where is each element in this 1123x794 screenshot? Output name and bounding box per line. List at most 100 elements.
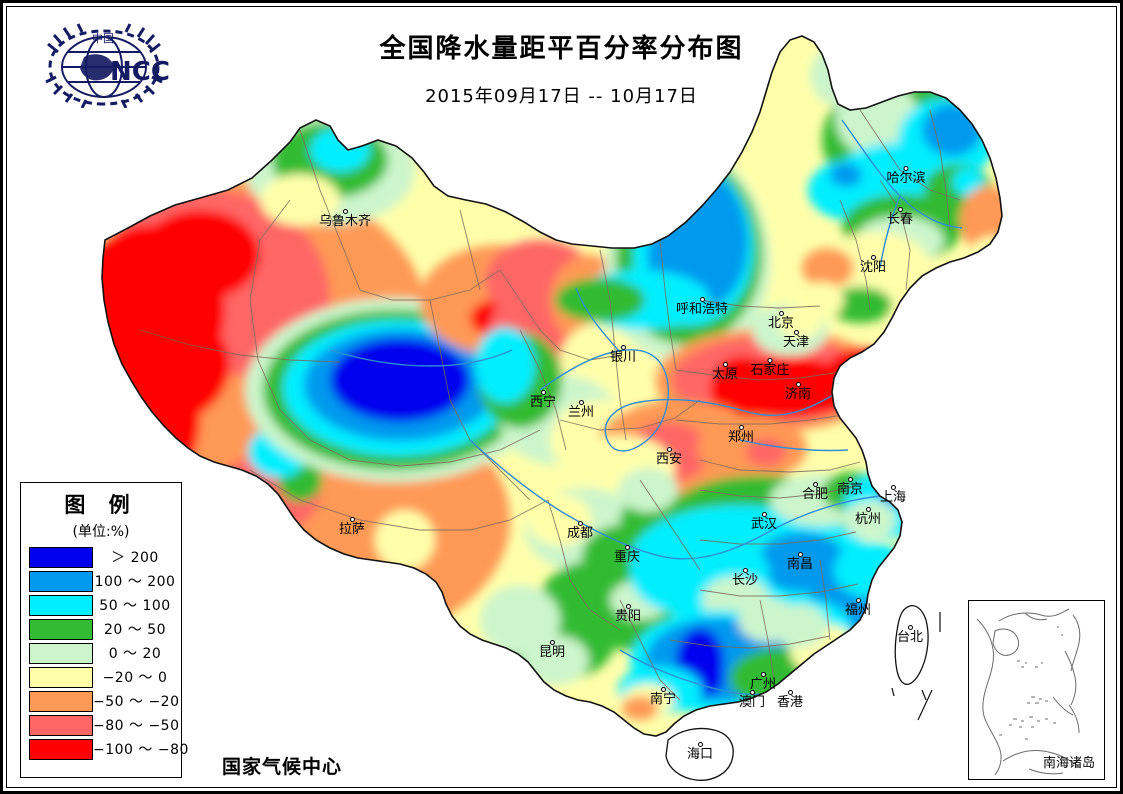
legend-swatch [29, 738, 93, 760]
city-marker-icon [625, 604, 631, 609]
city-name: 成都 [566, 526, 594, 541]
city-name: 太原 [711, 367, 739, 382]
city-name: 西安 [655, 452, 683, 467]
city-name: 南昌 [786, 557, 814, 572]
ncc-china-logo: 中国 NCC [36, 22, 172, 109]
city-marker-icon [793, 330, 799, 335]
page-title: 全国降水量距平百分率分布图 [379, 34, 744, 64]
city-marker-icon [795, 382, 801, 387]
city-marker-icon [897, 207, 903, 212]
city-label-澳门: 澳门 [739, 690, 765, 709]
legend-swatch [29, 666, 93, 688]
legend-row: −20 ～ 0 [25, 665, 177, 689]
city-label-贵阳: 贵阳 [615, 604, 641, 623]
city-marker-icon [760, 672, 766, 677]
city-marker-icon [540, 390, 546, 395]
city-marker-icon [342, 209, 348, 214]
city-name: 澳门 [738, 695, 766, 710]
city-marker-icon [666, 447, 672, 452]
city-name: 兰州 [567, 405, 595, 420]
city-name: 广州 [749, 677, 777, 692]
city-marker-icon [778, 311, 784, 316]
city-name: 北京 [767, 316, 795, 331]
city-marker-icon [578, 400, 584, 405]
legend-label: −80 ～ −50 [93, 718, 180, 734]
city-label-上海: 上海 [880, 485, 906, 504]
city-label-广州: 广州 [750, 672, 776, 691]
city-label-银川: 银川 [610, 345, 636, 364]
city-label-呼和浩特: 呼和浩特 [676, 297, 728, 316]
city-label-南昌: 南昌 [787, 552, 813, 571]
city-marker-icon [855, 598, 861, 603]
legend-title: 图 例 [64, 493, 138, 517]
city-label-太原: 太原 [712, 362, 738, 381]
legend-row: 50 ～ 100 [25, 593, 177, 617]
legend-label: 50 ～ 100 [99, 598, 171, 614]
city-marker-icon [870, 255, 876, 260]
city-name: 南宁 [649, 692, 677, 707]
legend-row: 20 ～ 50 [25, 617, 177, 641]
credit-text: 国家气候中心 [222, 756, 343, 778]
city-label-哈尔滨: 哈尔滨 [886, 166, 926, 186]
city-name: 南京 [836, 482, 864, 497]
page-subtitle: 2015年09月17日 -- 10月17日 [425, 86, 698, 107]
city-label-兰州: 兰州 [568, 400, 594, 419]
city-marker-icon [903, 166, 909, 171]
city-marker-icon [907, 625, 913, 630]
city-marker-icon [349, 517, 355, 522]
city-label-乌鲁木齐: 乌鲁木齐 [319, 209, 371, 228]
city-marker-icon [787, 690, 793, 695]
legend-swatch [29, 570, 93, 592]
city-name: 长春 [886, 212, 914, 227]
city-name: 福州 [844, 603, 872, 618]
city-label-西安: 西安 [656, 447, 682, 466]
city-name: 天津 [782, 335, 810, 350]
legend-row: −80 ～ −50 [25, 713, 180, 737]
legend-label: −50 ～ −20 [93, 694, 180, 710]
city-name: 沈阳 [859, 260, 887, 275]
city-marker-icon [577, 521, 583, 526]
legend-swatch [29, 618, 93, 640]
legend-label: 20 ～ 50 [103, 622, 167, 638]
city-marker-icon [742, 568, 748, 573]
city-label-石家庄: 石家庄 [750, 358, 790, 378]
city-name: 西宁 [529, 395, 557, 410]
legend-row: 0 ～ 20 [25, 641, 177, 665]
hainan-outline [665, 727, 734, 781]
city-marker-icon [847, 477, 853, 482]
legend-panel: 图 例 (单位:%) ＞ 200 100 ～ 200 50 ～ 100 20 ～ 50… [20, 482, 188, 778]
logo-text-cn: 中国 [92, 32, 114, 45]
city-name: 台北 [896, 630, 924, 645]
city-name: 哈尔滨 [886, 171, 926, 186]
legend-label: 100 ～ 200 [94, 574, 176, 590]
city-marker-icon [812, 482, 818, 487]
city-label-台北: 台北 [897, 625, 923, 644]
city-name: 呼和浩特 [675, 302, 729, 317]
city-marker-icon [865, 507, 871, 512]
province-boundaries [139, 109, 961, 701]
city-label-郑州: 郑州 [728, 425, 754, 444]
city-label-南京: 南京 [837, 477, 863, 496]
city-label-昆明: 昆明 [539, 640, 565, 659]
inset-label: 南海诸岛 [1043, 755, 1095, 771]
south-china-sea-inset: 南海诸岛 [968, 600, 1105, 780]
city-marker-icon [749, 690, 755, 695]
legend-row: −100 ～ −80 [25, 737, 188, 761]
city-label-长春: 长春 [887, 207, 913, 226]
city-label-杭州: 杭州 [855, 507, 881, 526]
legend-swatch [29, 594, 93, 616]
logo-text-en: NCC [110, 57, 170, 87]
city-label-北京: 北京 [768, 311, 794, 330]
city-label-西宁: 西宁 [530, 390, 556, 409]
city-label-济南: 济南 [785, 382, 811, 401]
city-name: 石家庄 [750, 363, 790, 378]
china-outline [101, 35, 1003, 737]
legend-row: 100 ～ 200 [25, 569, 177, 593]
city-marker-icon [890, 485, 896, 490]
city-name: 海口 [686, 747, 714, 762]
legend-unit: (单位:%) [72, 524, 130, 540]
taiwan-outline [894, 605, 929, 685]
